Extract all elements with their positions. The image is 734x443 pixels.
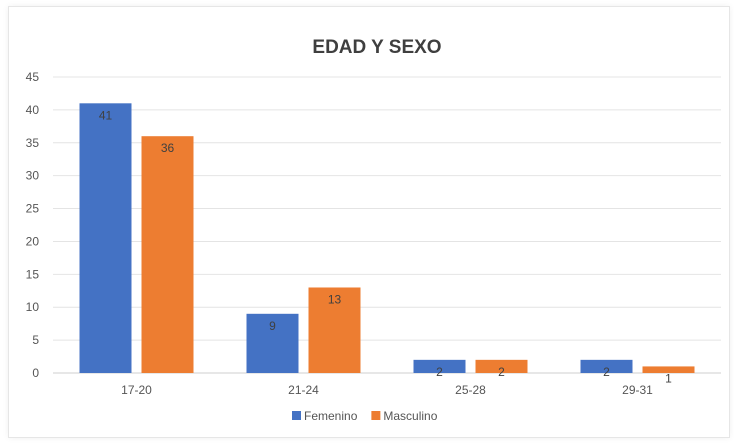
y-tick-label: 30 (26, 169, 40, 183)
y-tick-label: 15 (26, 267, 40, 281)
bar-femenino-21-24 (246, 313, 299, 373)
y-tick-label: 20 (26, 234, 40, 248)
data-labels: 41 36 9 13 2 2 2 1 (99, 108, 672, 385)
legend-swatch-femenino (292, 411, 301, 420)
y-tick-label: 0 (32, 366, 39, 380)
bar-masculino-21-24 (308, 287, 361, 373)
bar-femenino-25-28 (413, 359, 466, 373)
data-label: 9 (269, 319, 276, 333)
x-axis-ticks: 17-20 21-24 25-28 29-31 (121, 383, 653, 397)
y-tick-label: 5 (32, 333, 39, 347)
y-tick-label: 25 (26, 202, 40, 216)
data-label: 41 (99, 108, 113, 122)
x-tick-label: 17-20 (121, 383, 152, 397)
data-label: 2 (436, 365, 443, 379)
data-label: 2 (603, 365, 610, 379)
x-tick-label: 25-28 (455, 383, 486, 397)
legend: Femenino Masculino (292, 409, 438, 423)
legend-label-femenino: Femenino (304, 409, 358, 423)
y-tick-label: 10 (26, 300, 40, 314)
y-tick-label: 40 (26, 103, 40, 117)
bar-masculino-17-20 (141, 136, 194, 373)
legend-swatch-masculino (371, 411, 381, 420)
data-label: 1 (665, 371, 672, 385)
y-axis-ticks: 0 5 10 15 20 25 30 35 40 45 (26, 70, 40, 380)
chart-container: EDAD Y SEXO 0 5 10 15 20 25 30 35 40 45 41 36 9 13 2 2… (8, 6, 730, 438)
x-tick-label: 21-24 (288, 383, 319, 397)
data-label: 36 (161, 141, 175, 155)
data-label: 13 (328, 292, 342, 306)
bar-femenino-29-31 (580, 359, 633, 373)
y-tick-label: 45 (26, 70, 40, 84)
legend-label-masculino: Masculino (383, 409, 437, 423)
data-label: 2 (498, 365, 505, 379)
bar-femenino-17-20 (79, 103, 132, 374)
y-tick-label: 35 (26, 136, 40, 150)
bar-masculino-29-31 (642, 366, 695, 373)
bar-masculino-25-28 (475, 359, 528, 373)
bars (79, 103, 695, 374)
x-tick-label: 29-31 (622, 383, 653, 397)
chart-title: EDAD Y SEXO (312, 37, 441, 58)
